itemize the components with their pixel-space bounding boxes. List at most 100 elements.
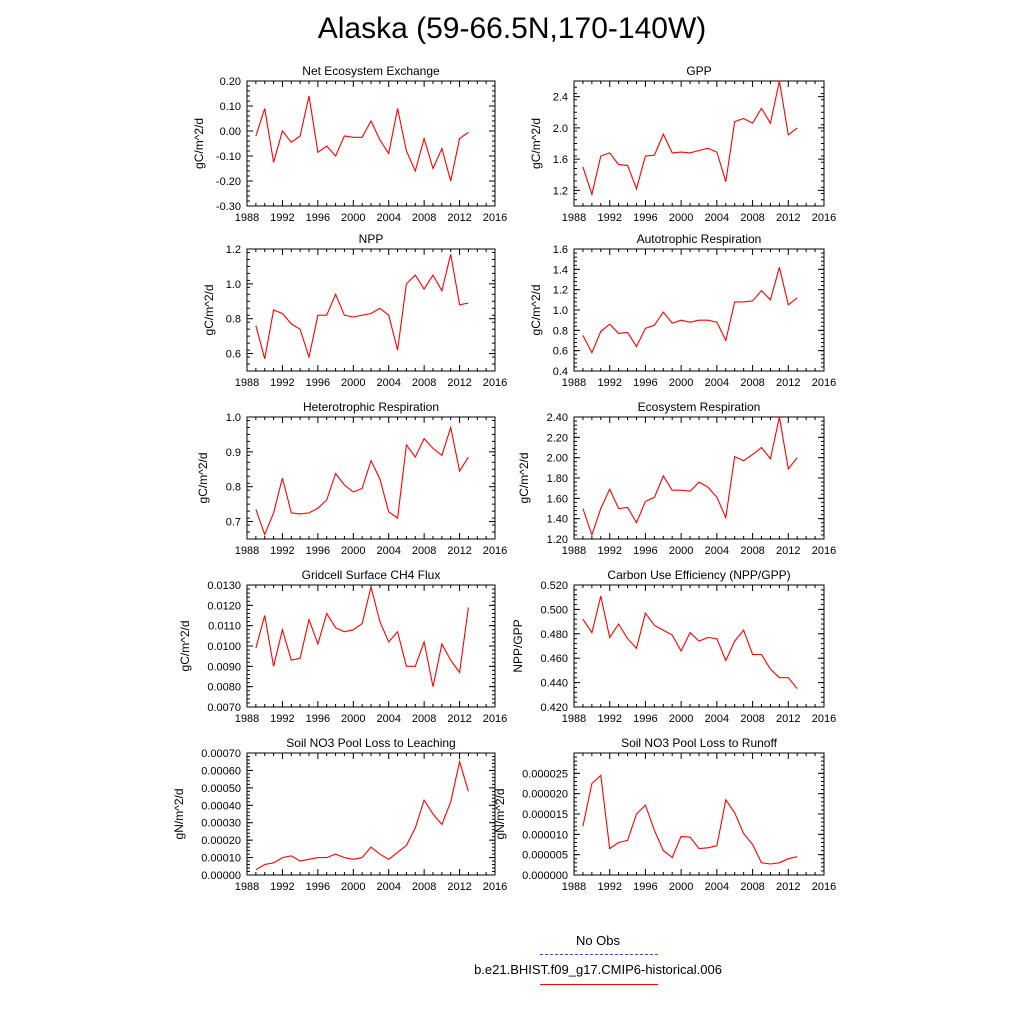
x-tick-label: 2008 xyxy=(412,212,436,224)
x-tick-label: 2016 xyxy=(812,881,836,893)
x-tick-label: 2008 xyxy=(412,713,436,725)
series-line xyxy=(255,425,469,537)
y-tick-label: 0.00000 xyxy=(201,870,241,882)
x-tick-label: 1992 xyxy=(597,713,621,725)
y-tick-label: 0.6 xyxy=(226,349,241,361)
x-tick-label: 1992 xyxy=(597,377,621,389)
y-tick-label: 0.8 xyxy=(553,325,568,337)
x-tick-label: 1992 xyxy=(270,881,294,893)
x-tick-label: 2016 xyxy=(483,713,507,725)
y-axis-label: gC/m^2/d xyxy=(529,118,543,169)
legend-obs-label: No Obs xyxy=(575,933,621,948)
x-tick-label: 1988 xyxy=(235,713,259,725)
x-tick-label: 2004 xyxy=(705,713,729,725)
x-tick-label: 2008 xyxy=(740,881,764,893)
x-tick-label: 2016 xyxy=(812,713,836,725)
x-tick-label: 1992 xyxy=(270,545,294,557)
panel-9: Soil NO3 Pool Loss to Leaching 1988 1992 19… xyxy=(172,736,507,893)
y-tick-label: 0.00070 xyxy=(201,748,241,760)
panel-title: Soil NO3 Pool Loss to Runoff xyxy=(621,736,778,750)
series-line xyxy=(582,416,798,537)
y-tick-label: 0.20 xyxy=(220,76,241,88)
panel-frame xyxy=(573,752,825,876)
y-tick-label: 1.0 xyxy=(226,412,241,424)
panel-title: Soil NO3 Pool Loss to Leaching xyxy=(286,736,455,750)
x-tick-label: 1996 xyxy=(306,713,330,725)
y-tick-label: 0.0090 xyxy=(207,661,241,673)
y-axis-label: NPP/GPP xyxy=(511,619,525,672)
x-tick-label: 2000 xyxy=(669,212,693,224)
y-tick-label: 0.00050 xyxy=(201,783,241,795)
y-tick-label: 0.460 xyxy=(540,653,568,665)
y-tick-label: 0.000010 xyxy=(522,829,568,841)
panel-frame xyxy=(246,416,496,540)
y-tick-label: 0.9 xyxy=(226,447,241,459)
panel-frame xyxy=(573,248,825,372)
x-tick-label: 2016 xyxy=(812,212,836,224)
x-tick-label: 1992 xyxy=(597,212,621,224)
x-tick-label: 2012 xyxy=(776,881,800,893)
x-tick-label: 2004 xyxy=(376,377,400,389)
x-tick-label: 1988 xyxy=(562,545,586,557)
x-tick-label: 2004 xyxy=(705,377,729,389)
x-tick-label: 2012 xyxy=(776,377,800,389)
y-tick-label: 0.000005 xyxy=(522,850,568,862)
y-axis-label: gC/m^2/d xyxy=(192,118,206,169)
y-tick-label: 0.00 xyxy=(220,126,241,138)
y-tick-label: 1.80 xyxy=(547,473,568,485)
y-tick-label: 0.0100 xyxy=(207,641,241,653)
y-tick-label: 0.00020 xyxy=(201,835,241,847)
x-tick-label: 1996 xyxy=(306,881,330,893)
x-tick-label: 2016 xyxy=(812,377,836,389)
panel-title: Carbon Use Efficiency (NPP/GPP) xyxy=(607,568,790,582)
x-tick-label: 2000 xyxy=(341,212,365,224)
y-tick-label: 0.00010 xyxy=(201,853,241,865)
panel-title: Heterotrophic Respiration xyxy=(303,400,439,414)
x-tick-label: 2016 xyxy=(812,545,836,557)
series-line xyxy=(582,80,798,197)
panel-title: Ecosystem Respiration xyxy=(638,400,761,414)
y-tick-label: 1.0 xyxy=(553,305,568,317)
x-tick-label: 2008 xyxy=(412,545,436,557)
x-tick-label: 1988 xyxy=(562,212,586,224)
panel-5: Heterotrophic Respiration 1988 1992 1996 200… xyxy=(196,400,507,557)
y-tick-label: 0.500 xyxy=(540,604,568,616)
y-tick-label: 1.0 xyxy=(226,279,241,291)
y-tick-label: 0.4 xyxy=(553,366,568,378)
legend-model-label: b.e21.BHIST.f09_g17.CMIP6-historical.006 xyxy=(474,962,722,977)
legend-model-line xyxy=(540,984,658,985)
y-tick-label: 0.00030 xyxy=(201,818,241,830)
x-tick-label: 2000 xyxy=(341,545,365,557)
panel-1: Net Ecosystem Exchange 1988 1992 1996 2000 20… xyxy=(192,64,507,224)
x-tick-label: 2008 xyxy=(740,713,764,725)
x-tick-label: 2004 xyxy=(376,881,400,893)
x-tick-label: 1996 xyxy=(306,212,330,224)
y-tick-label: 0.000015 xyxy=(522,809,568,821)
x-tick-label: 1992 xyxy=(597,881,621,893)
y-axis-label: gN/m^2/d xyxy=(493,789,507,840)
x-tick-label: 2000 xyxy=(669,545,693,557)
y-axis-label: gN/m^2/d xyxy=(172,789,186,840)
x-tick-label: 2004 xyxy=(705,212,729,224)
y-tick-label: 1.6 xyxy=(553,244,568,256)
y-tick-label: 0.000025 xyxy=(522,768,568,780)
panel-3: NPP 1988 1992 1996 2000 2004 2008 2012 2016 0.6 0.… xyxy=(202,232,507,389)
x-tick-label: 2016 xyxy=(483,377,507,389)
x-tick-label: 1992 xyxy=(270,212,294,224)
x-tick-label: 2004 xyxy=(376,545,400,557)
x-tick-label: 1992 xyxy=(270,713,294,725)
x-tick-label: 2000 xyxy=(341,713,365,725)
panel-frame xyxy=(573,80,825,207)
y-tick-label: 2.4 xyxy=(553,92,568,104)
y-tick-label: 1.60 xyxy=(547,493,568,505)
y-tick-label: 0.0120 xyxy=(207,600,241,612)
y-tick-label: 0.0070 xyxy=(207,702,241,714)
y-tick-label: 0.480 xyxy=(540,629,568,641)
y-tick-label: 0.8 xyxy=(226,314,241,326)
panel-8: Carbon Use Efficiency (NPP/GPP) 1988 1992 1… xyxy=(511,568,836,725)
y-tick-label: 2.00 xyxy=(547,453,568,465)
y-tick-label: 0.000020 xyxy=(522,789,568,801)
x-tick-label: 1996 xyxy=(306,545,330,557)
panel-frame xyxy=(573,584,825,708)
